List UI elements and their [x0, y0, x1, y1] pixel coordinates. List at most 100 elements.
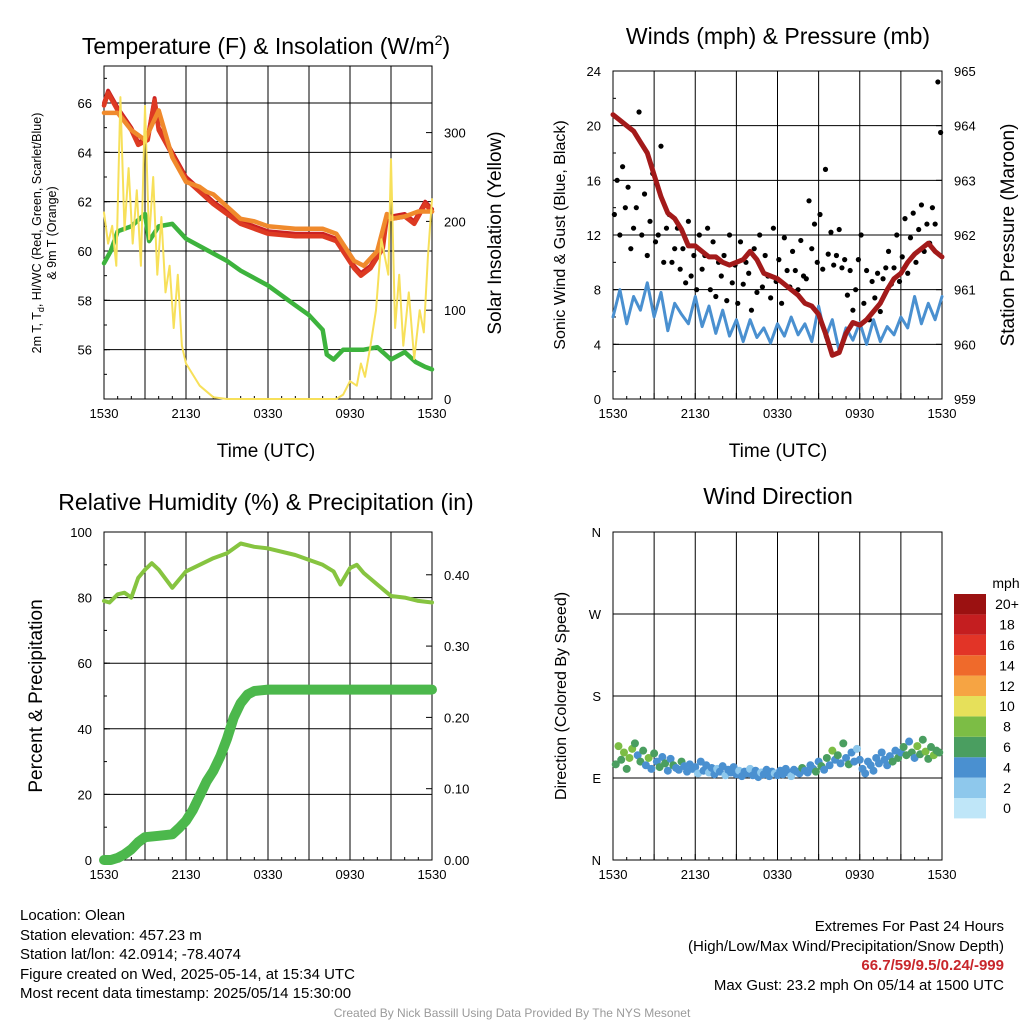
gust-point — [641, 191, 648, 197]
wind-direction-point — [825, 761, 834, 770]
gust-point — [685, 218, 691, 224]
gust-point — [694, 287, 700, 293]
y-tick-label-left: 0 — [85, 853, 92, 868]
x-tick-label: 1530 — [418, 867, 447, 882]
wind-direction-point — [617, 755, 626, 764]
gust-point — [861, 300, 867, 306]
y-tick-label-right: 0.00 — [444, 853, 469, 868]
y-tick-label-right: 959 — [954, 392, 976, 407]
gust-point — [902, 216, 908, 222]
humidity-precip-panel: Relative Humidity (%) & Precipitation (i… — [26, 489, 474, 882]
gust-point — [751, 246, 757, 252]
gust-point — [636, 109, 642, 115]
temperature-panel-title: Temperature (F) & Insolation (W/m2) — [82, 32, 450, 59]
x-tick-label: 1530 — [90, 867, 119, 882]
y-tick-label-left: 0 — [594, 392, 601, 407]
humidity-grid: 1530 2130 0330 0930 15300204060801000.000.10… — [70, 525, 469, 882]
winds-left-axis-label: Sonic Wind & Gust (Blue, Black) — [552, 120, 569, 349]
colorbar-swatch — [954, 675, 986, 696]
gust-point — [880, 276, 886, 282]
gust-point — [891, 265, 897, 271]
humidity-left-axis-label: Percent & Precipitation — [26, 599, 47, 792]
gust-point — [762, 252, 768, 259]
gust-point — [776, 257, 782, 263]
y-tick-label-left: 60 — [78, 656, 92, 671]
wind-direction-point — [633, 751, 642, 760]
x-tick-label: 0930 — [845, 406, 874, 421]
x-tick-label: 1530 — [928, 867, 957, 882]
wind-direction-point — [644, 753, 653, 762]
y-tick-label-right: 200 — [444, 214, 466, 229]
x-tick-label: 0330 — [254, 867, 283, 882]
gust-point — [724, 298, 730, 304]
gust-point — [907, 235, 914, 241]
y-tick-label-left: 20 — [587, 119, 601, 134]
y-tick-label-left: N — [592, 525, 601, 540]
wind-direction-point — [691, 763, 700, 772]
y-tick-label-left: S — [592, 689, 601, 704]
colorbar-level-label: 14 — [999, 657, 1015, 673]
y-tick-label-right: 0.20 — [444, 710, 469, 725]
gust-point — [850, 307, 856, 313]
gust-point — [770, 225, 776, 231]
sonic-wind-line — [611, 281, 944, 353]
gust-point — [817, 211, 823, 218]
y-tick-label-left: 12 — [587, 228, 601, 243]
y-tick-label-left: 40 — [78, 722, 92, 737]
x-tick-label: 0330 — [763, 867, 792, 882]
y-tick-label-left: 80 — [78, 591, 92, 606]
x-tick-label: 0930 — [845, 867, 874, 882]
gust-point — [652, 239, 659, 245]
wind-direction-point — [666, 754, 675, 763]
gust-point — [789, 248, 796, 254]
gust-point — [759, 284, 766, 290]
gust-point — [661, 259, 667, 265]
gust-point — [740, 281, 746, 287]
wind-direction-point — [647, 764, 656, 773]
wind-direction-point — [611, 760, 620, 769]
gust-point — [721, 252, 727, 259]
gust-point — [883, 265, 889, 271]
x-tick-label: 0330 — [254, 406, 283, 421]
y-tick-label-left: 24 — [587, 64, 601, 79]
gust-point — [864, 267, 870, 274]
gust-point — [619, 164, 626, 170]
gust-point — [611, 211, 617, 218]
gust-point — [905, 270, 911, 276]
wind-direction-point — [935, 748, 944, 757]
wind-direction-point — [820, 765, 829, 774]
gust-point — [847, 267, 853, 274]
gust-point — [811, 221, 818, 227]
wind-direction-point — [661, 759, 670, 768]
colorbar-swatch — [954, 614, 986, 635]
y-tick-label-left: 16 — [587, 173, 601, 188]
gust-point — [688, 273, 694, 279]
y-tick-label-right: 965 — [954, 64, 976, 79]
y-tick-label-left: 64 — [78, 145, 92, 160]
wind-direction-point — [905, 737, 914, 746]
wind-direction-point — [658, 753, 667, 762]
gust-point — [858, 232, 864, 238]
precipitation-line — [99, 684, 437, 865]
x-tick-label: 2130 — [172, 406, 201, 421]
x-tick-label: 2130 — [681, 406, 710, 421]
wind-direction-point — [639, 746, 648, 755]
y-tick-label-left: 100 — [70, 525, 92, 540]
colorbar-level-label: 12 — [999, 678, 1015, 694]
gust-point — [932, 221, 938, 227]
gust-point — [929, 205, 936, 211]
gust-point — [913, 259, 919, 265]
colorbar-swatch — [954, 696, 986, 717]
x-tick-label: 0930 — [336, 867, 365, 882]
gust-point — [809, 246, 815, 252]
gust-point — [916, 226, 922, 233]
station-info: Location: Olean Station elevation: 457.2… — [20, 906, 355, 1004]
extremes-subtitle: (High/Low/Max Wind/Precipitation/Snow De… — [688, 937, 1004, 955]
colorbar-level-label: 6 — [1003, 739, 1011, 755]
gust-point — [935, 79, 941, 85]
wind-direction-point — [787, 772, 796, 781]
y-tick-label-right: 962 — [954, 228, 976, 243]
wind-direction-point — [811, 767, 820, 776]
y-tick-label-left: 20 — [78, 787, 92, 802]
x-tick-label: 1530 — [928, 406, 957, 421]
